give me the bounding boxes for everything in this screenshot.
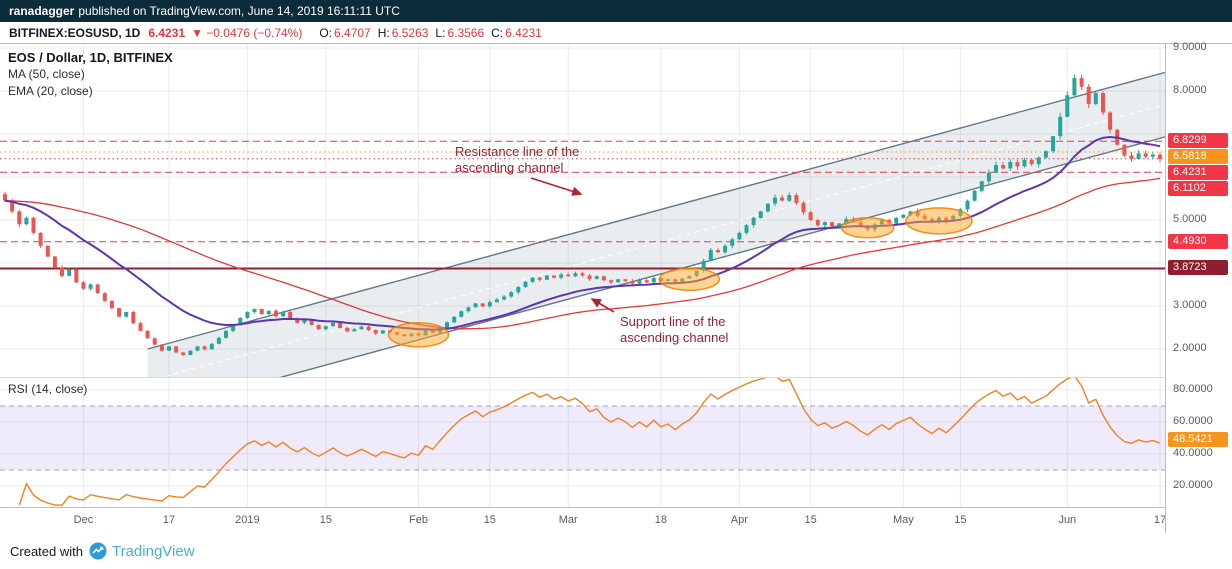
price-pane[interactable]: EOS / Dollar, 1D, BITFINEX MA (50, close…: [0, 44, 1165, 377]
price-level-badge: 4.4930: [1168, 233, 1228, 249]
rsi-axis-label: 60.0000: [1173, 415, 1213, 427]
highlight-ellipse: [905, 207, 973, 235]
ma50-line[interactable]: [4, 177, 1161, 330]
time-tick: 2019: [235, 514, 260, 526]
rsi-band: [0, 406, 1165, 470]
price-change: ▼ −0.0476 (−0.74%): [191, 25, 303, 40]
rsi-pane[interactable]: RSI (14, close): [0, 377, 1165, 507]
time-tick: 17: [1153, 514, 1167, 526]
annotation-arrow: [590, 298, 615, 313]
price-axis-label: 2.0000: [1173, 342, 1207, 354]
channel-mid-line: [161, 104, 1165, 377]
high-value: 6.5263: [391, 25, 429, 40]
last-price: 6.4231: [148, 25, 186, 40]
price-axis-label: 8.0000: [1173, 84, 1207, 96]
price-level-badge: 3.8723: [1168, 260, 1228, 276]
footer-bar: Created with TradingView: [0, 533, 1232, 569]
tradingview-logo-icon: [89, 542, 107, 560]
annotation-arrow: [530, 177, 583, 196]
price-level-badge: 6.5818: [1168, 149, 1228, 165]
publish-bar: ranadagger published on TradingView.com,…: [0, 0, 1232, 22]
price-levels[interactable]: [0, 140, 1165, 270]
price-chart-canvas[interactable]: [0, 44, 1165, 377]
tradingview-wordmark: TradingView: [111, 542, 195, 560]
created-with-label: Created with: [10, 543, 83, 559]
low-label: L:: [435, 25, 446, 40]
close-label: C:: [491, 25, 504, 40]
price-axis-label: 9.0000: [1173, 41, 1207, 53]
annotation-support-note[interactable]: Support line of the ascending channel: [620, 314, 728, 346]
time-tick: 15: [804, 514, 817, 526]
price-axis[interactable]: 9.0000 8.0000 5.0000 3.0000 2.0000 80.0000 60.…: [1165, 41, 1232, 533]
chart-area: EOS / Dollar, 1D, BITFINEX MA (50, close…: [0, 41, 1232, 533]
time-tick: 15: [954, 514, 967, 526]
channel-support-line: [279, 136, 1165, 377]
channel-resistance-line: [147, 71, 1165, 350]
rsi-value-badge: 48.5421: [1168, 432, 1228, 448]
annotation-resistance-note[interactable]: Resistance line of the ascending channel: [455, 144, 579, 176]
time-tick: May: [892, 514, 914, 526]
rsi-chart-canvas[interactable]: [0, 378, 1165, 507]
low-value: 6.3566: [447, 25, 485, 40]
close-value: 6.4231: [505, 25, 542, 40]
time-tick: Dec: [73, 514, 94, 526]
time-tick: Feb: [409, 514, 428, 526]
tradingview-logo[interactable]: TradingView: [89, 542, 195, 560]
annotation-line: Resistance line of the: [455, 144, 580, 159]
price-axis-label: 5.0000: [1173, 213, 1207, 225]
rsi-axis-label: 20.0000: [1173, 479, 1213, 491]
time-tick: 18: [654, 514, 668, 526]
annotation-line: ascending channel: [620, 330, 729, 345]
highlight-ellipses[interactable]: [387, 207, 973, 348]
time-axis[interactable]: Dec 17 2019 15 Feb 15 Mar 18 Apr 15 May 15 Jun 17: [0, 507, 1166, 533]
rsi-grid: [0, 378, 1165, 507]
time-tick: Mar: [558, 514, 578, 526]
publish-info: published on TradingView.com, June 14, 2…: [78, 4, 400, 18]
highlight-ellipse: [840, 216, 895, 239]
annotation-line: Support line of the: [620, 314, 726, 329]
rsi-axis-label: 40.0000: [1173, 447, 1213, 459]
time-tick: 15: [319, 514, 332, 526]
open-label: O:: [319, 25, 333, 40]
time-tick: 15: [483, 514, 496, 526]
publisher-username[interactable]: ranadagger: [9, 4, 75, 18]
symbol-name[interactable]: BITFINEX:EOSUSD, 1D: [9, 25, 141, 40]
price-grid: [0, 44, 1165, 377]
rsi-axis-label: 80.0000: [1173, 383, 1213, 395]
highlight-ellipse: [658, 267, 721, 292]
high-label: H:: [377, 25, 390, 40]
price-axis-label: 3.0000: [1173, 299, 1207, 311]
time-tick: Jun: [1058, 514, 1077, 526]
price-level-badge: 6.4231: [1168, 165, 1228, 181]
highlight-ellipse: [387, 322, 450, 348]
rsi-indicator-label[interactable]: RSI (14, close): [8, 382, 88, 396]
chart-panes: EOS / Dollar, 1D, BITFINEX MA (50, close…: [0, 44, 1166, 533]
time-tick: 17: [162, 514, 176, 526]
price-level-badge: 6.8299: [1168, 133, 1228, 149]
annotation-line: ascending channel: [455, 160, 564, 175]
price-level-badge: 6.1102: [1168, 181, 1228, 197]
open-value: 6.4707: [334, 25, 371, 40]
symbol-info-bar: BITFINEX:EOSUSD, 1D 6.4231 ▼ −0.0476 (−0…: [0, 22, 1232, 44]
time-tick: Apr: [730, 514, 748, 526]
ascending-channel[interactable]: [147, 71, 1165, 377]
rsi-line[interactable]: [18, 378, 1161, 506]
candles: [3, 74, 1162, 356]
